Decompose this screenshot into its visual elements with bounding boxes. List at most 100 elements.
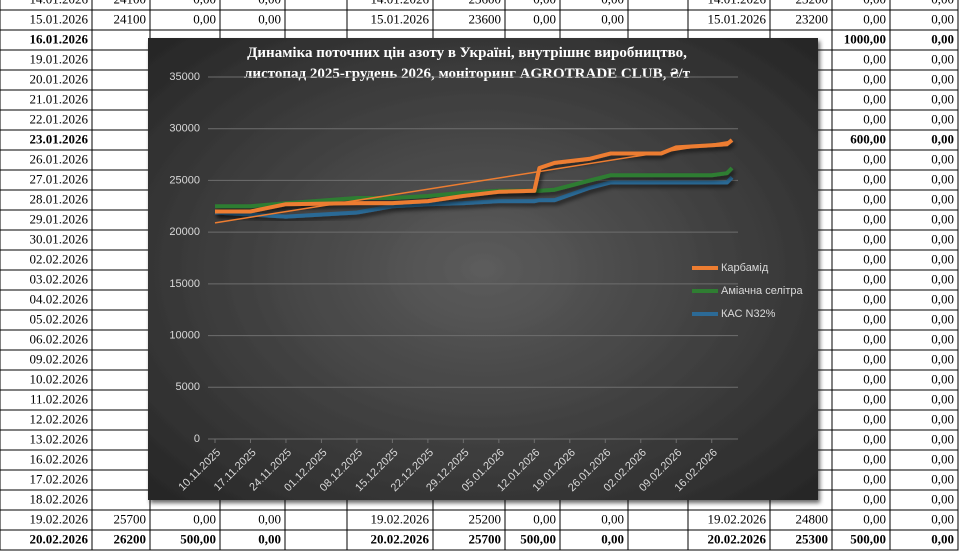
value-cell: 0,00: [931, 71, 954, 86]
value-cell: 0,00: [931, 531, 954, 546]
value-cell: 0,00: [931, 351, 954, 366]
date-cell: 09.02.2026: [30, 351, 89, 366]
value-cell: 0,00: [931, 231, 954, 246]
value-cell: 0,00: [931, 431, 954, 446]
y-tick-label: 35000: [169, 71, 200, 83]
date-cell: 19.02.2026: [371, 511, 430, 526]
cell: [91, 89, 151, 111]
y-tick-label: 30000: [169, 123, 200, 135]
y-tick-label: 15000: [169, 278, 200, 290]
cell: [91, 149, 151, 171]
value-cell: 0,00: [863, 391, 886, 406]
date-cell: 04.02.2026: [30, 291, 89, 306]
cell: [627, 0, 689, 11]
value-cell: 0,00: [931, 271, 954, 286]
value-cell: 23600: [469, 11, 502, 26]
legend-label: Карбамід: [721, 262, 769, 274]
value-cell: 0,00: [931, 11, 954, 26]
cell: [559, 529, 629, 551]
chart: Динаміка поточних цін азоту в Україні, в…: [148, 38, 818, 500]
value-cell: 0,00: [863, 471, 886, 486]
cell: [91, 489, 151, 511]
date-cell: 22.01.2026: [30, 111, 89, 126]
value-cell: 0,00: [931, 411, 954, 426]
value-cell: 0,00: [931, 151, 954, 166]
value-cell: 0,00: [931, 511, 954, 526]
value-cell: 0,00: [863, 371, 886, 386]
date-cell: 17.02.2026: [30, 471, 89, 486]
value-cell: 500,00: [850, 531, 886, 546]
value-cell: 25700: [469, 531, 502, 546]
date-cell: 15.01.2026: [708, 11, 767, 26]
cell: [627, 9, 689, 31]
date-cell: 19.02.2026: [30, 511, 89, 526]
y-tick-label: 25000: [169, 174, 200, 186]
value-cell: 0,00: [601, 11, 624, 26]
value-cell: 0,00: [931, 451, 954, 466]
value-cell: 0,00: [931, 131, 954, 146]
value-cell: 0,00: [931, 91, 954, 106]
value-cell: 500,00: [520, 531, 556, 546]
cell: [91, 349, 151, 371]
date-cell: 11.02.2026: [30, 391, 89, 406]
date-cell: 28.01.2026: [30, 191, 89, 206]
value-cell: 0,00: [931, 291, 954, 306]
date-cell: 15.01.2026: [371, 11, 430, 26]
date-cell: 14.01.2026: [371, 0, 430, 6]
cell: [91, 209, 151, 231]
legend-label: Аміачна селітра: [721, 285, 803, 297]
value-cell: 0,00: [931, 111, 954, 126]
cell: [91, 129, 151, 151]
value-cell: 0,00: [863, 0, 886, 6]
cell: [91, 249, 151, 271]
value-cell: 0,00: [863, 291, 886, 306]
chart-title: Динаміка поточних цін азоту в Україні, в…: [247, 45, 687, 61]
value-cell: 0,00: [863, 171, 886, 186]
value-cell: 0,00: [931, 191, 954, 206]
value-cell: 0,00: [931, 251, 954, 266]
cell: [627, 509, 689, 531]
date-cell: 30.01.2026: [30, 231, 89, 246]
cell: [284, 529, 348, 551]
cell: [219, 529, 286, 551]
value-cell: 0,00: [193, 511, 216, 526]
value-cell: 0,00: [931, 0, 954, 6]
value-cell: 0,00: [863, 431, 886, 446]
value-cell: 0,00: [931, 471, 954, 486]
cell: [91, 229, 151, 251]
value-cell: 0,00: [533, 0, 556, 6]
value-cell: 0,00: [863, 351, 886, 366]
date-cell: 20.01.2026: [30, 71, 89, 86]
value-cell: 500,00: [180, 531, 216, 546]
cell: [91, 169, 151, 191]
value-cell: 0,00: [931, 211, 954, 226]
cell: [91, 409, 151, 431]
date-cell: 18.02.2026: [30, 491, 89, 506]
date-cell: 16.01.2026: [30, 31, 89, 46]
date-cell: 05.02.2026: [30, 311, 89, 326]
value-cell: 0,00: [931, 331, 954, 346]
series-line: [214, 175, 734, 219]
value-cell: 1000,00: [844, 31, 886, 46]
date-cell: 03.02.2026: [30, 271, 89, 286]
value-cell: 24800: [796, 511, 829, 526]
date-cell: 16.02.2026: [30, 451, 89, 466]
value-cell: 0,00: [931, 51, 954, 66]
value-cell: 0,00: [863, 491, 886, 506]
date-cell: 27.01.2026: [30, 171, 89, 186]
date-cell: 23.01.2026: [30, 131, 89, 146]
date-cell: 20.02.2026: [708, 531, 767, 546]
value-cell: 23200: [796, 0, 829, 6]
date-cell: 06.02.2026: [30, 331, 89, 346]
value-cell: 0,00: [863, 151, 886, 166]
cell: [91, 109, 151, 131]
value-cell: 0,00: [193, 0, 216, 6]
value-cell: 24100: [114, 0, 147, 6]
date-cell: 29.01.2026: [30, 211, 89, 226]
value-cell: 0,00: [863, 191, 886, 206]
cell: [91, 329, 151, 351]
value-cell: 0,00: [863, 71, 886, 86]
value-cell: 23200: [796, 11, 829, 26]
cell: [91, 289, 151, 311]
